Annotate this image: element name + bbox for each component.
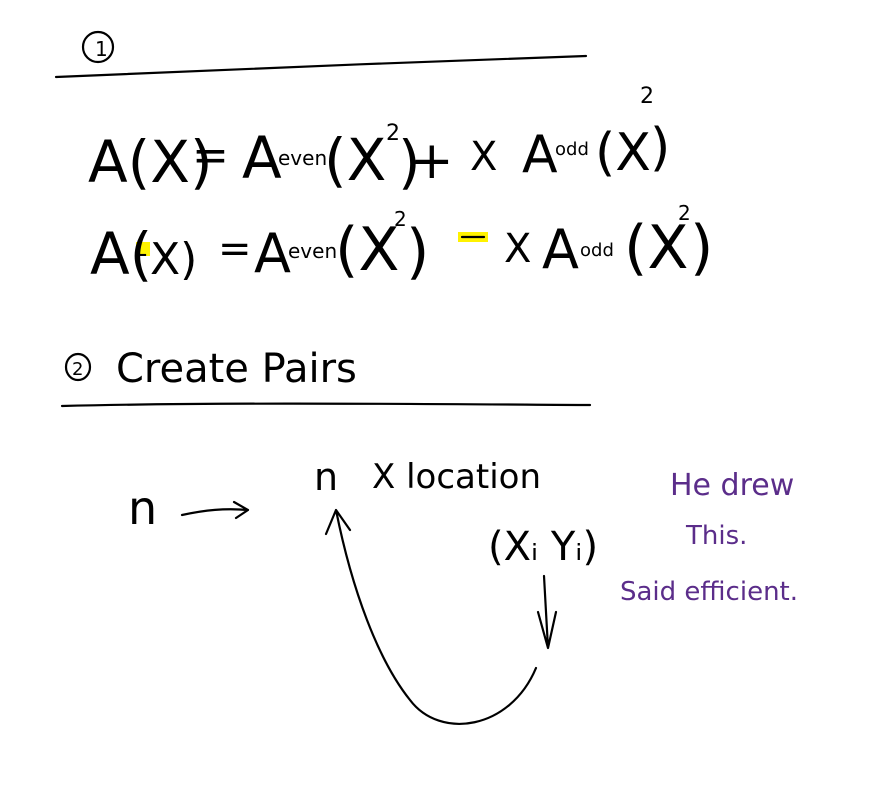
eq1-term1-sub: even	[278, 146, 327, 170]
eq2-term2-sup: 2	[678, 201, 691, 225]
eq2-x: X	[504, 226, 531, 272]
note-line-1: He drew	[670, 468, 794, 503]
note-line-3: Said efficient.	[620, 577, 798, 607]
eq2-lhs-a: A(	[90, 220, 152, 288]
highlight-minus-arg	[136, 242, 150, 256]
eq2-term1-sub: even	[288, 239, 337, 263]
eq2-lhs-b: X)	[150, 234, 197, 285]
section-2-marker: 2	[64, 352, 92, 382]
eq2-term1-close: )	[406, 217, 429, 287]
side-note: He drew This. Said efficient.	[620, 468, 798, 607]
eq1-plus: +	[410, 131, 454, 191]
eq2-term1-arg: (X	[335, 215, 400, 285]
down-arrow	[536, 574, 558, 650]
eq2-term2-arg: (X	[624, 213, 689, 283]
x-location: X location	[372, 457, 541, 497]
section-2-title: Create Pairs	[116, 346, 357, 392]
eq1-lhs: A(X)	[88, 128, 213, 196]
eq1-term1-close: )	[398, 128, 421, 196]
note-line-2: This.	[685, 521, 747, 551]
section-1-marker: 1	[81, 30, 115, 64]
eq2-term2: A	[542, 218, 579, 281]
eq1-term2-sub: odd	[555, 139, 589, 160]
eq1-equals: =	[192, 130, 229, 181]
eq1-x: X	[470, 134, 497, 180]
curve-arrow	[324, 508, 538, 725]
section-1-number: 1	[95, 37, 108, 61]
eq1-term2-arg: (X	[595, 123, 651, 183]
eq2-term2-sub: odd	[580, 240, 614, 261]
eq2-term1: A	[254, 222, 291, 285]
pair-xi-yi: (Xᵢ Yᵢ)	[488, 524, 598, 570]
eq1-term1-arg: (X	[324, 126, 386, 194]
eq2-term1-sup: 2	[394, 207, 407, 231]
arrow-right	[180, 500, 250, 520]
equation-even-odd: A(X) = A even (X 2 ) + X A odd (X 2 )	[88, 84, 670, 196]
section-1-rule	[54, 54, 588, 79]
eq1-term1-sup: 2	[386, 121, 400, 146]
eq2-lhs-minus: -	[138, 239, 147, 269]
eq2-term2-close: )	[690, 213, 713, 283]
section-2-rule	[60, 402, 592, 408]
section-2-number: 2	[72, 359, 83, 380]
pairs-diagram: n n X location (Xᵢ Yᵢ)	[128, 455, 598, 725]
eq1-term2-sup: 2	[640, 84, 654, 109]
n-node: n	[314, 455, 338, 499]
equation-negative-x: A( - X) = A even (X 2 ) X A odd (X 2 )	[90, 201, 713, 288]
n-left: n	[128, 481, 157, 535]
eq1-term1: A	[242, 124, 282, 192]
eq1-term2: A	[522, 125, 558, 185]
eq2-equals: =	[218, 226, 252, 272]
eq1-term2-close: )	[650, 118, 670, 178]
